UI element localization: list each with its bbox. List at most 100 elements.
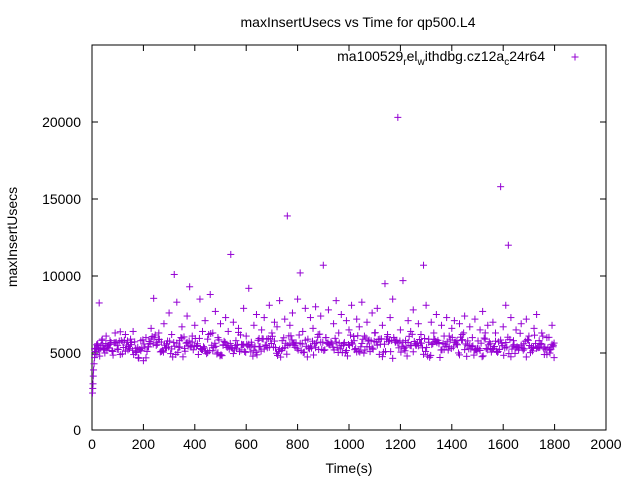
data-point (391, 338, 399, 346)
data-point (91, 347, 99, 355)
data-point (463, 352, 471, 360)
data-point (414, 320, 422, 328)
y-tick-label: 10000 (42, 268, 81, 284)
data-point (254, 336, 262, 344)
data-point (373, 304, 381, 312)
data-point (512, 326, 520, 334)
data-point (319, 261, 327, 269)
data-point (181, 344, 189, 352)
data-point (530, 324, 538, 332)
data-point (385, 338, 393, 346)
data-point (489, 344, 497, 352)
legend-label: ma100529relwithdbg.cz12ac24r64 (337, 48, 545, 68)
data-point (373, 341, 381, 349)
data-point (195, 334, 203, 342)
data-point (339, 341, 347, 349)
data-point (138, 344, 146, 352)
data-point (191, 321, 199, 329)
data-point (535, 337, 543, 345)
x-tick-label: 2000 (590, 436, 621, 452)
data-point (242, 332, 250, 340)
data-point (459, 336, 467, 344)
data-point (271, 344, 279, 352)
data-point (206, 290, 214, 298)
data-point (491, 329, 499, 337)
data-point (531, 331, 539, 339)
data-point (286, 340, 294, 348)
data-point (229, 350, 237, 358)
data-point (188, 338, 196, 346)
data-point (442, 342, 450, 350)
data-point (478, 353, 486, 361)
data-point (278, 337, 286, 345)
data-point (157, 347, 165, 355)
data-point (539, 332, 547, 340)
data-point (288, 309, 296, 317)
data-point (265, 301, 273, 309)
y-tick-label: 0 (73, 422, 81, 438)
data-point (237, 346, 245, 354)
data-point (340, 340, 348, 348)
data-point (461, 312, 469, 320)
data-point (444, 346, 452, 354)
data-point (232, 344, 240, 352)
data-point (137, 337, 145, 345)
data-point (162, 344, 170, 352)
data-point (128, 339, 136, 347)
data-point (268, 332, 276, 340)
data-point (486, 340, 494, 348)
data-point (310, 351, 318, 359)
data-point (358, 298, 366, 306)
y-tick-label: 15000 (42, 191, 81, 207)
data-point (106, 337, 114, 345)
data-point (168, 331, 176, 339)
data-point (503, 343, 511, 351)
data-point (139, 357, 147, 365)
data-point (507, 314, 515, 322)
data-point (464, 337, 472, 345)
data-point (309, 324, 317, 332)
data-point (234, 324, 242, 332)
data-point (541, 343, 549, 351)
data-point (109, 347, 117, 355)
data-point (369, 345, 377, 353)
data-point (538, 329, 546, 337)
data-point (299, 327, 307, 335)
data-point (489, 318, 497, 326)
data-point (126, 345, 134, 353)
data-point (281, 315, 289, 323)
data-point (517, 320, 525, 328)
data-point (96, 352, 104, 360)
data-point (483, 346, 491, 354)
data-point (389, 295, 397, 303)
data-point (217, 320, 224, 328)
data-point (245, 284, 253, 292)
data-point (546, 349, 554, 357)
data-point (283, 350, 291, 358)
data-point (286, 321, 294, 329)
data-point (466, 323, 474, 331)
data-point (515, 346, 523, 354)
data-point (349, 340, 357, 348)
data-point (409, 348, 417, 356)
data-point (324, 306, 332, 314)
data-point (180, 333, 188, 341)
data-point (176, 343, 184, 351)
data-point (300, 348, 308, 356)
data-point (389, 354, 397, 362)
data-point (274, 351, 282, 359)
data-point (183, 312, 191, 320)
data-point (353, 315, 361, 323)
data-point (93, 344, 101, 352)
data-point (520, 340, 528, 348)
data-point (337, 311, 345, 318)
data-point (528, 347, 536, 355)
data-point (193, 340, 201, 348)
data-point (124, 346, 132, 354)
data-point (537, 340, 545, 348)
data-point (127, 335, 135, 343)
data-point (384, 331, 392, 339)
data-point (468, 334, 476, 342)
data-point (196, 295, 204, 303)
data-point (90, 360, 98, 368)
